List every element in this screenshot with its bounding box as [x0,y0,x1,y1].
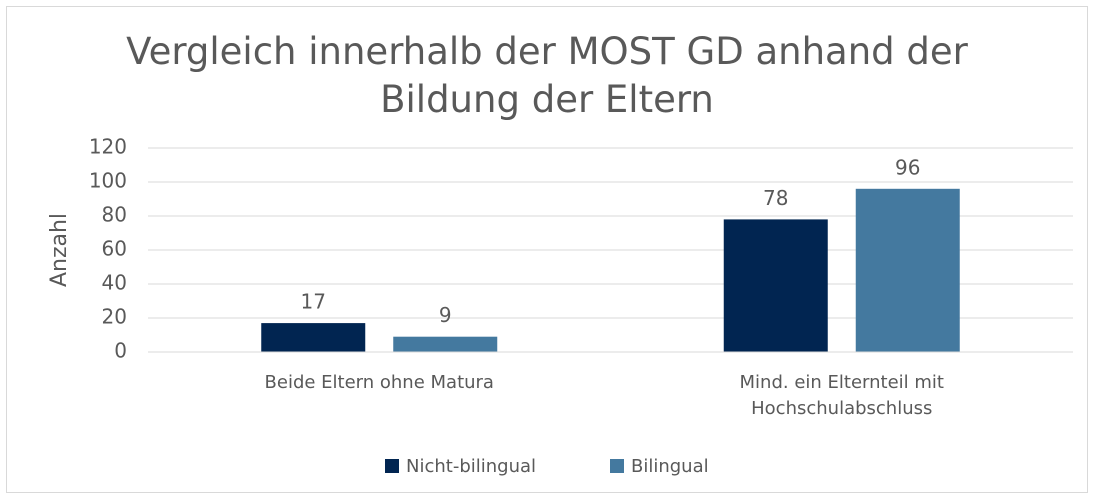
y-tick-label: 0 [114,339,127,363]
chart-border [6,6,1088,493]
y-tick-label: 100 [89,169,127,193]
chart-title: Vergleich innerhalb der MOST GD anhand d… [126,30,968,121]
legend-swatch [610,459,624,473]
x-tick-label: Mind. ein Elternteil mit Hochschulabschl… [739,372,944,419]
bar [855,188,960,352]
data-label: 17 [301,290,326,314]
y-tick-label: 120 [89,135,127,159]
bar [393,336,498,352]
y-axis-label: Anzahl [47,213,72,287]
y-tick-label: 60 [102,237,127,261]
legend-swatch [385,459,399,473]
data-label: 96 [895,155,920,179]
x-tick-label: Beide Eltern ohne Matura [264,372,494,393]
bar [261,323,366,352]
bar [723,219,828,352]
legend-label: Bilingual [631,456,709,477]
y-tick-label: 40 [102,271,127,295]
y-tick-label: 80 [102,203,127,227]
data-label: 78 [763,186,788,210]
y-tick-label: 20 [102,305,127,329]
legend-label: Nicht-bilingual [406,456,536,477]
data-label: 9 [439,303,452,327]
